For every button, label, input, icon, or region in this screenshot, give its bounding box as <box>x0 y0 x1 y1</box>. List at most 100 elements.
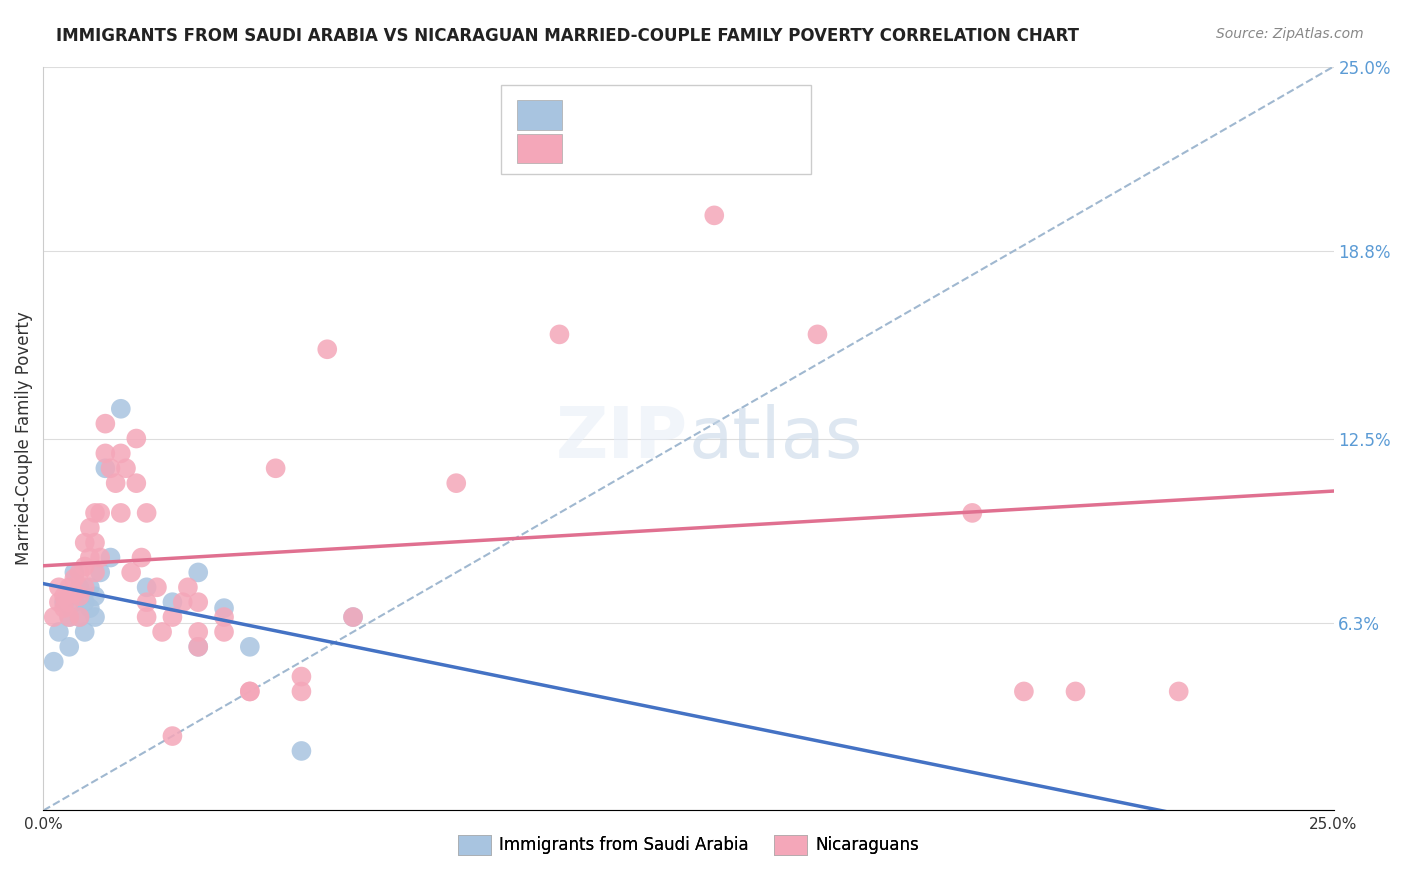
Point <box>100 550 122 565</box>
Point <box>162 595 184 609</box>
Legend: Immigrants from Saudi Arabia, Nicaraguans: Immigrants from Saudi Arabia, Nicaraguan… <box>451 828 927 862</box>
Point <box>63 571 86 585</box>
Point <box>962 506 984 520</box>
Point <box>53 601 76 615</box>
Point <box>177 580 200 594</box>
Point <box>100 461 122 475</box>
Point <box>73 624 96 639</box>
Text: 0.303: 0.303 <box>617 106 675 124</box>
Y-axis label: Married-Couple Family Poverty: Married-Couple Family Poverty <box>15 311 32 566</box>
Text: N =: N = <box>689 136 740 153</box>
Point <box>84 535 107 549</box>
Point <box>1064 684 1087 698</box>
Point <box>69 566 91 580</box>
Point <box>290 669 312 683</box>
Point <box>239 684 262 698</box>
Text: R =: R = <box>560 106 599 124</box>
Point <box>48 595 70 609</box>
Point <box>146 580 169 594</box>
Point <box>212 601 235 615</box>
Point <box>84 610 107 624</box>
Point <box>187 640 209 654</box>
Point <box>131 550 153 565</box>
Point <box>187 640 209 654</box>
Point <box>172 595 194 609</box>
Point <box>94 417 117 431</box>
Point <box>703 208 725 222</box>
Text: atlas: atlas <box>689 404 863 473</box>
Point <box>69 580 91 594</box>
Point <box>135 610 157 624</box>
Point <box>58 610 80 624</box>
Point <box>94 461 117 475</box>
Point <box>290 684 312 698</box>
Text: 27: 27 <box>740 106 765 124</box>
Point <box>135 595 157 609</box>
Text: IMMIGRANTS FROM SAUDI ARABIA VS NICARAGUAN MARRIED-COUPLE FAMILY POVERTY CORRELA: IMMIGRANTS FROM SAUDI ARABIA VS NICARAGU… <box>56 27 1080 45</box>
Point <box>73 580 96 594</box>
Point <box>58 595 80 609</box>
Point <box>84 506 107 520</box>
Text: 0.350: 0.350 <box>617 136 675 153</box>
Point <box>187 624 209 639</box>
Point <box>42 655 65 669</box>
Point <box>1012 684 1035 698</box>
Point <box>110 401 132 416</box>
Point <box>84 589 107 603</box>
Text: R =: R = <box>560 136 599 153</box>
Point <box>63 595 86 609</box>
Point <box>212 610 235 624</box>
Point <box>806 327 828 342</box>
Point <box>53 595 76 609</box>
Point <box>69 610 91 624</box>
Point <box>115 461 138 475</box>
Point <box>342 610 364 624</box>
Point <box>110 506 132 520</box>
Point <box>135 506 157 520</box>
Text: 64: 64 <box>740 136 765 153</box>
Point <box>42 610 65 624</box>
Point <box>1167 684 1189 698</box>
Point <box>212 624 235 639</box>
Point <box>48 580 70 594</box>
Point <box>239 640 262 654</box>
Point <box>290 744 312 758</box>
FancyBboxPatch shape <box>517 134 562 163</box>
Point <box>69 589 91 603</box>
Point <box>79 601 101 615</box>
Point <box>125 476 148 491</box>
Point <box>48 624 70 639</box>
Point <box>264 461 287 475</box>
Point <box>73 595 96 609</box>
Point <box>69 610 91 624</box>
Point <box>79 550 101 565</box>
Point <box>446 476 468 491</box>
Point <box>125 432 148 446</box>
Point <box>162 610 184 624</box>
Text: N =: N = <box>689 106 740 124</box>
Point <box>73 559 96 574</box>
Point <box>150 624 173 639</box>
Point <box>94 446 117 460</box>
Point <box>79 580 101 594</box>
Point <box>89 506 111 520</box>
Point <box>104 476 127 491</box>
Point <box>548 327 571 342</box>
Text: Source: ZipAtlas.com: Source: ZipAtlas.com <box>1216 27 1364 41</box>
Point <box>162 729 184 743</box>
FancyBboxPatch shape <box>517 100 562 130</box>
Point <box>316 343 339 357</box>
Point <box>187 566 209 580</box>
Point <box>120 566 142 580</box>
Point <box>63 586 86 600</box>
Point <box>63 566 86 580</box>
Point <box>58 640 80 654</box>
Point <box>110 446 132 460</box>
Point <box>58 580 80 594</box>
Point <box>58 610 80 624</box>
Point <box>89 550 111 565</box>
Point <box>239 684 262 698</box>
Point <box>73 535 96 549</box>
Point <box>89 566 111 580</box>
Point <box>53 589 76 603</box>
